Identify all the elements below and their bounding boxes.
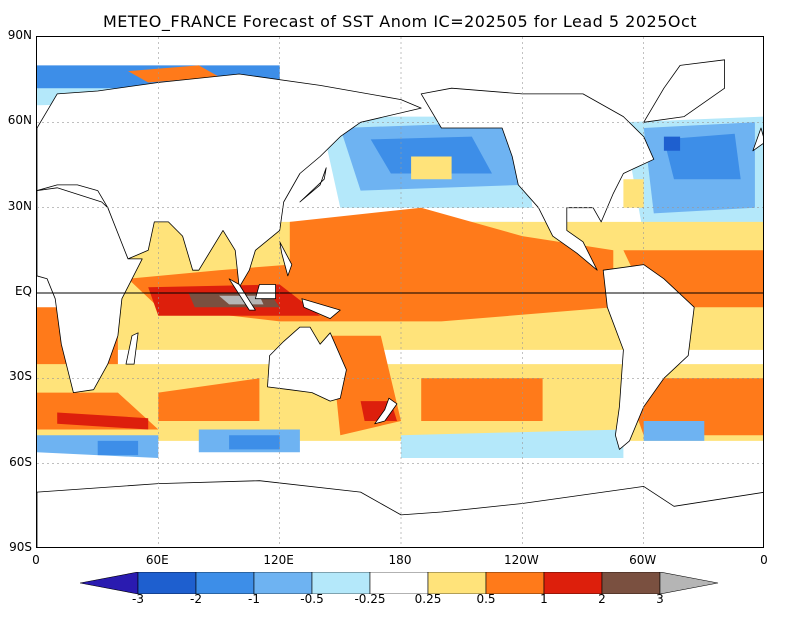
anomaly-patch [643,421,705,441]
land-polygon [420,87,655,271]
colorbar-tick-label: -1 [248,592,260,606]
colorbar-low-extension [80,572,139,594]
anomaly-patch [623,179,644,208]
anomaly-patch [421,378,543,421]
land-polygon [254,284,277,300]
lon-tick-label: 0 [760,553,768,567]
colorbar-tick-label: 3 [656,592,664,606]
colorbar-tick-label: -0.5 [300,592,324,606]
land-polygon [301,298,341,320]
colorbar-tick-label: 1 [540,592,548,606]
anomaly-patch [663,136,681,151]
anomaly-patch [401,429,624,458]
anomaly-patch [411,156,452,180]
lon-tick-label: 60W [629,553,657,567]
colorbar [80,572,719,594]
colorbar-segment [427,572,487,594]
land-polygon [279,241,293,277]
land-polygon [37,187,143,394]
lat-tick-label: EQ [14,284,32,298]
anomaly-patch [37,364,763,441]
lat-tick-label: 90N [7,28,32,42]
lat-tick-label: 90S [9,540,32,554]
land-polygon [602,264,695,450]
anomaly-patch [663,133,741,180]
colorbar-tick-label: 2 [598,592,606,606]
lon-tick-label: 120W [503,553,539,567]
colorbar-tick-label: 0.5 [476,592,496,606]
land-polygon [643,59,725,123]
anomaly-patch [370,136,492,174]
colorbar-segment [253,572,313,594]
colorbar-segment [311,572,371,594]
colorbar-segment [601,572,661,594]
land-masses [37,59,763,547]
colorbar-high-extension [659,572,719,594]
colorbar-segment [485,572,545,594]
land-polygon [228,278,256,311]
lat-tick-label: 30N [7,198,32,213]
anomaly-patch [229,435,280,450]
anomaly-patch [97,440,139,456]
land-polygon [752,127,763,152]
colorbar-tick-label: 0.25 [414,592,442,606]
lon-tick-label: 0 [32,553,40,567]
lat-tick-label: 60S [9,454,32,469]
anomaly-patch [623,378,763,436]
anomaly-patch [37,435,159,458]
lon-tick-label: 120E [263,553,294,567]
colorbar-segment [137,572,197,594]
lon-tick-label: 180 [388,553,412,567]
land-polygon [374,397,398,425]
lat-tick-label: 30S [9,369,32,384]
anomaly-patch [158,378,260,421]
land-polygon [37,480,763,547]
anomaly-patch [57,412,149,430]
land-polygon [267,326,347,402]
land-polygon [125,332,139,365]
colorbar-segment [369,572,429,594]
lat-tick-label: 60N [7,113,32,128]
colorbar-segment [543,572,603,594]
land-polygon [299,167,327,203]
colorbar-tick-label: -2 [190,592,202,606]
grid-lines [37,37,763,547]
anomaly-patch [219,295,264,305]
lon-tick-label: 60E [145,553,169,567]
map-title: METEO_FRANCE Forecast of SST Anom IC=202… [102,12,698,31]
colorbar-segment [195,572,255,594]
colorbar-tick-label: -0.25 [354,592,386,606]
map-canvas [37,37,763,547]
sst-anomaly-map [36,36,764,548]
colorbar-tick-label: -3 [132,592,144,606]
